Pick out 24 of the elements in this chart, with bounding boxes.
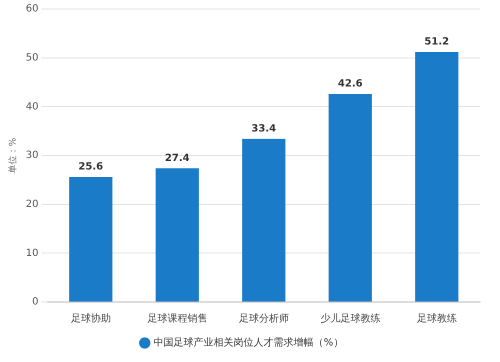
data-label: 42.6 <box>338 78 363 90</box>
data-label: 51.2 <box>424 36 450 48</box>
x-tick-label: 足球课程销售 <box>147 312 208 325</box>
x-tick-label: 足球协助 <box>70 312 111 325</box>
y-tick-label: 60 <box>26 4 39 15</box>
y-tick-label: 40 <box>26 101 39 112</box>
data-label: 25.6 <box>78 162 104 173</box>
x-tick-label: 少儿足球教练 <box>320 312 380 325</box>
y-tick-label: 10 <box>26 248 39 259</box>
bar <box>156 168 199 302</box>
legend-label: 中国足球产业相关岗位人才需求增幅（%） <box>154 336 344 349</box>
bar <box>242 138 286 302</box>
x-tick-label: 足球分析师 <box>238 312 289 325</box>
data-label: 27.4 <box>164 152 190 164</box>
y-tick-label: 0 <box>32 296 39 308</box>
y-tick-label: 20 <box>26 198 39 210</box>
data-label: 33.4 <box>251 123 276 134</box>
bar <box>69 176 112 302</box>
y-axis-title: 单位：% <box>8 137 19 174</box>
y-tick-label: 30 <box>26 150 39 162</box>
bar <box>415 52 458 302</box>
y-tick-label: 50 <box>26 52 39 64</box>
bar <box>328 94 372 302</box>
x-tick-label: 足球教练 <box>416 312 457 325</box>
